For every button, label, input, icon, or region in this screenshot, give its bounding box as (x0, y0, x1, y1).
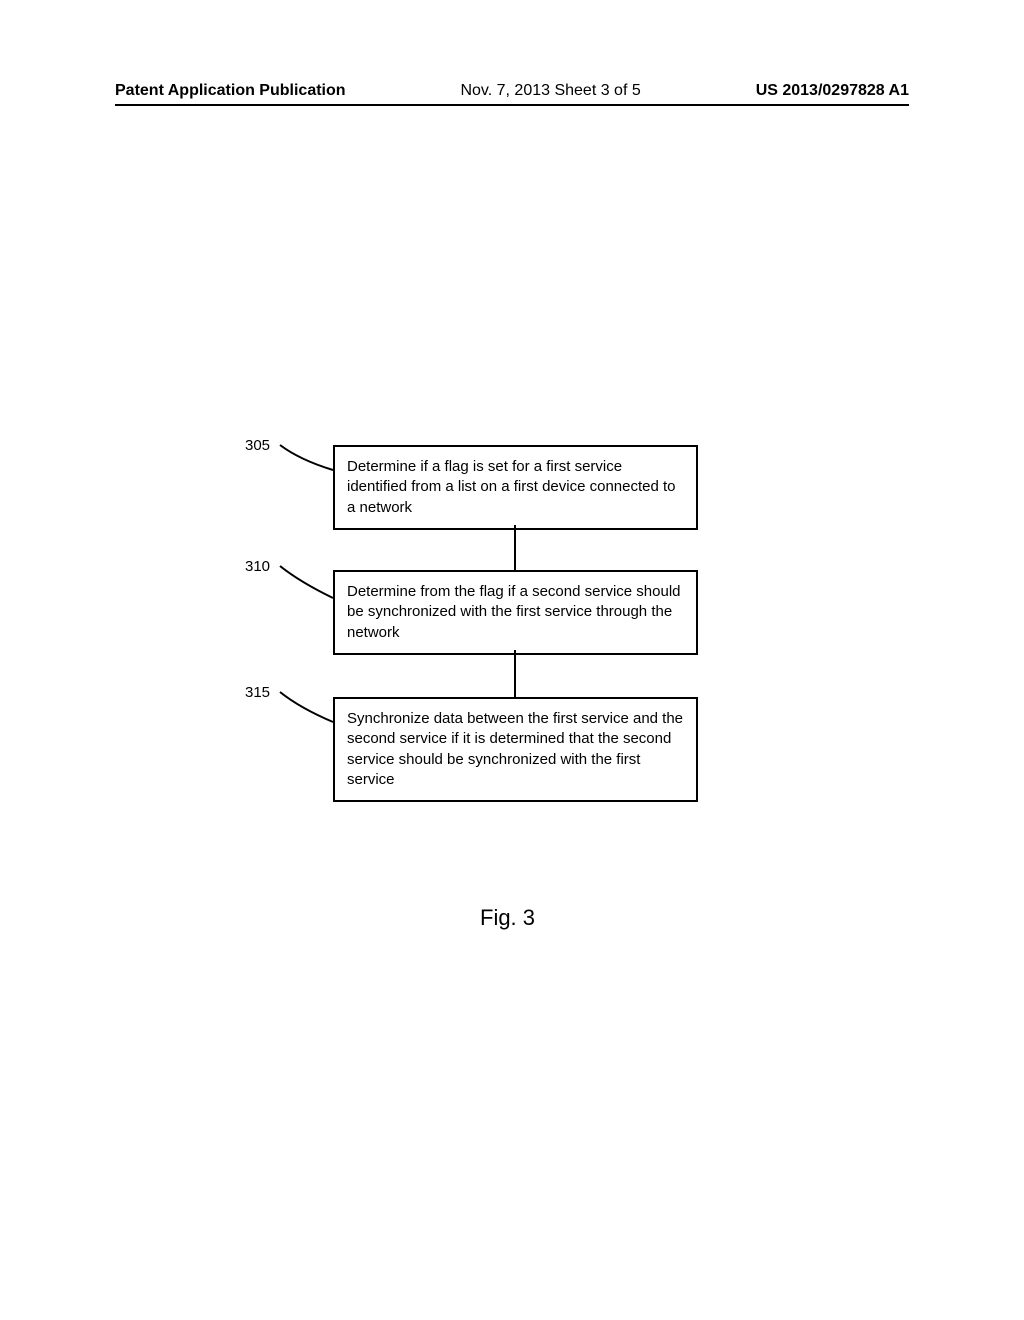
page: Patent Application Publication Nov. 7, 2… (0, 0, 1024, 1320)
flowchart-diagram: Determine if a flag is set for a first s… (0, 0, 1024, 1320)
flow-connector (0, 0, 1024, 1320)
figure-label: Fig. 3 (480, 905, 535, 931)
